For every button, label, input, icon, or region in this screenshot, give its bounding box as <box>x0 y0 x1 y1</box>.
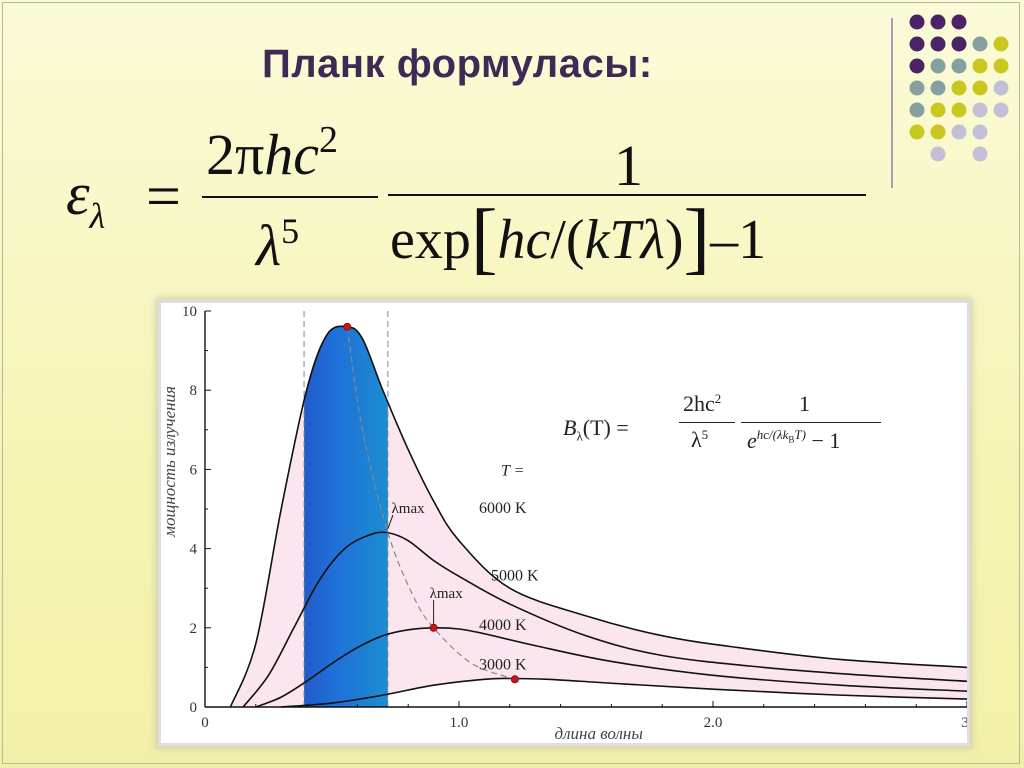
x-tick-label: 1.0 <box>450 715 469 731</box>
y-axis-label: мощность излучения <box>161 386 179 538</box>
x-axis-label: длина волны <box>555 724 643 743</box>
series-label: 4000 K <box>479 617 527 634</box>
decorative-dot <box>993 80 1009 96</box>
decorative-dot <box>930 36 946 52</box>
decorative-dot <box>909 124 925 140</box>
decorative-dot <box>951 124 967 140</box>
decorative-dot <box>930 80 946 96</box>
series-line <box>255 626 967 708</box>
slide-title: Планк формуласы: <box>262 42 653 86</box>
decorative-dot <box>972 36 988 52</box>
chart-fraction-bar-1 <box>679 422 735 423</box>
formula-denominator-1: λ5 <box>256 211 300 278</box>
decorative-dot <box>930 146 946 162</box>
decorative-dot-grid <box>909 14 1009 162</box>
decorative-dot <box>951 80 967 96</box>
decorative-dot <box>972 146 988 162</box>
decorative-dot <box>930 14 946 30</box>
x-tick-label: 2.0 <box>704 715 723 731</box>
decorative-dot <box>909 80 925 96</box>
lambda-max-arrow <box>387 514 394 529</box>
peak-point <box>510 675 519 684</box>
decorative-divider <box>891 18 893 188</box>
formula-numerator-2: 1 <box>614 133 643 198</box>
decorative-dot <box>930 102 946 118</box>
lambda-max-label: λmax <box>392 501 426 517</box>
planck-formula: ελ = 2πhc2 λ5 1 exp[hc/(kTλ)]–1 <box>60 118 880 288</box>
y-tick-label: 10 <box>182 304 197 320</box>
decorative-dot <box>993 58 1009 74</box>
series-label: 5000 K <box>491 567 539 584</box>
legend-header: T = <box>501 462 524 479</box>
chart-formula-lhs: Bλ(T) = <box>563 415 629 444</box>
chart-formula: Bλ(T) = 2hc2 λ5 1 ehc/(λkBT) − 1 <box>563 391 903 471</box>
y-tick-label: 6 <box>190 462 198 478</box>
decorative-dot <box>972 58 988 74</box>
y-tick-label: 0 <box>190 700 198 716</box>
chart-formula-numerator-1: 2hc2 <box>683 391 722 416</box>
peak-point <box>429 623 438 632</box>
decorative-dot <box>930 58 946 74</box>
fraction-bar-1 <box>202 196 378 198</box>
formula-denominator-2: exp[hc/(kTλ)]–1 <box>390 194 767 282</box>
x-tick-label: 3. <box>961 715 967 731</box>
decorative-dot <box>972 80 988 96</box>
decorative-dot <box>951 58 967 74</box>
y-tick-label: 2 <box>190 621 198 637</box>
formula-numerator-1: 2πhc2 <box>206 119 339 187</box>
chart-formula-denominator-1: λ5 <box>691 427 709 452</box>
x-tick-label: 0 <box>201 715 209 731</box>
planck-chart: 0 1.0 2.0 3. 0 2 4 6 8 10 длина волны мощность излу… <box>158 300 970 746</box>
chart-svg: 0 1.0 2.0 3. 0 2 4 6 8 10 длина волны мощность излу… <box>161 304 967 743</box>
decorative-dot <box>930 124 946 140</box>
y-tick-label: 4 <box>190 542 198 558</box>
series-line <box>281 677 967 708</box>
formula-lhs: ελ <box>66 161 106 236</box>
chart-formula-numerator-2: 1 <box>799 391 810 416</box>
decorative-dot <box>951 102 967 118</box>
decorative-dot <box>972 124 988 140</box>
formula-equals: = <box>146 163 181 231</box>
series-line <box>242 531 967 708</box>
series-label: 3000 K <box>479 656 527 673</box>
decorative-dot <box>951 14 967 30</box>
decorative-dot <box>909 36 925 52</box>
y-tick-label: 8 <box>190 383 198 399</box>
chart-fraction-bar-2 <box>741 422 881 423</box>
decorative-dot <box>993 36 1009 52</box>
decorative-dot <box>909 14 925 30</box>
series-line <box>229 325 967 708</box>
peak-locus <box>346 326 516 680</box>
decorative-dot <box>909 102 925 118</box>
decorative-dot <box>909 58 925 74</box>
visible-spectrum-band <box>304 326 388 707</box>
area-fill <box>230 326 967 707</box>
area-fill-low <box>281 678 967 707</box>
fraction-bar-2 <box>388 194 866 196</box>
series-label: 6000 K <box>479 500 527 517</box>
decorative-dot <box>972 102 988 118</box>
lambda-max-label: λmax <box>430 586 464 602</box>
decorative-dot <box>993 102 1009 118</box>
chart-formula-denominator-2: ehc/(λkBT) − 1 <box>747 427 841 453</box>
decorative-dot <box>951 36 967 52</box>
peak-point <box>343 322 352 331</box>
